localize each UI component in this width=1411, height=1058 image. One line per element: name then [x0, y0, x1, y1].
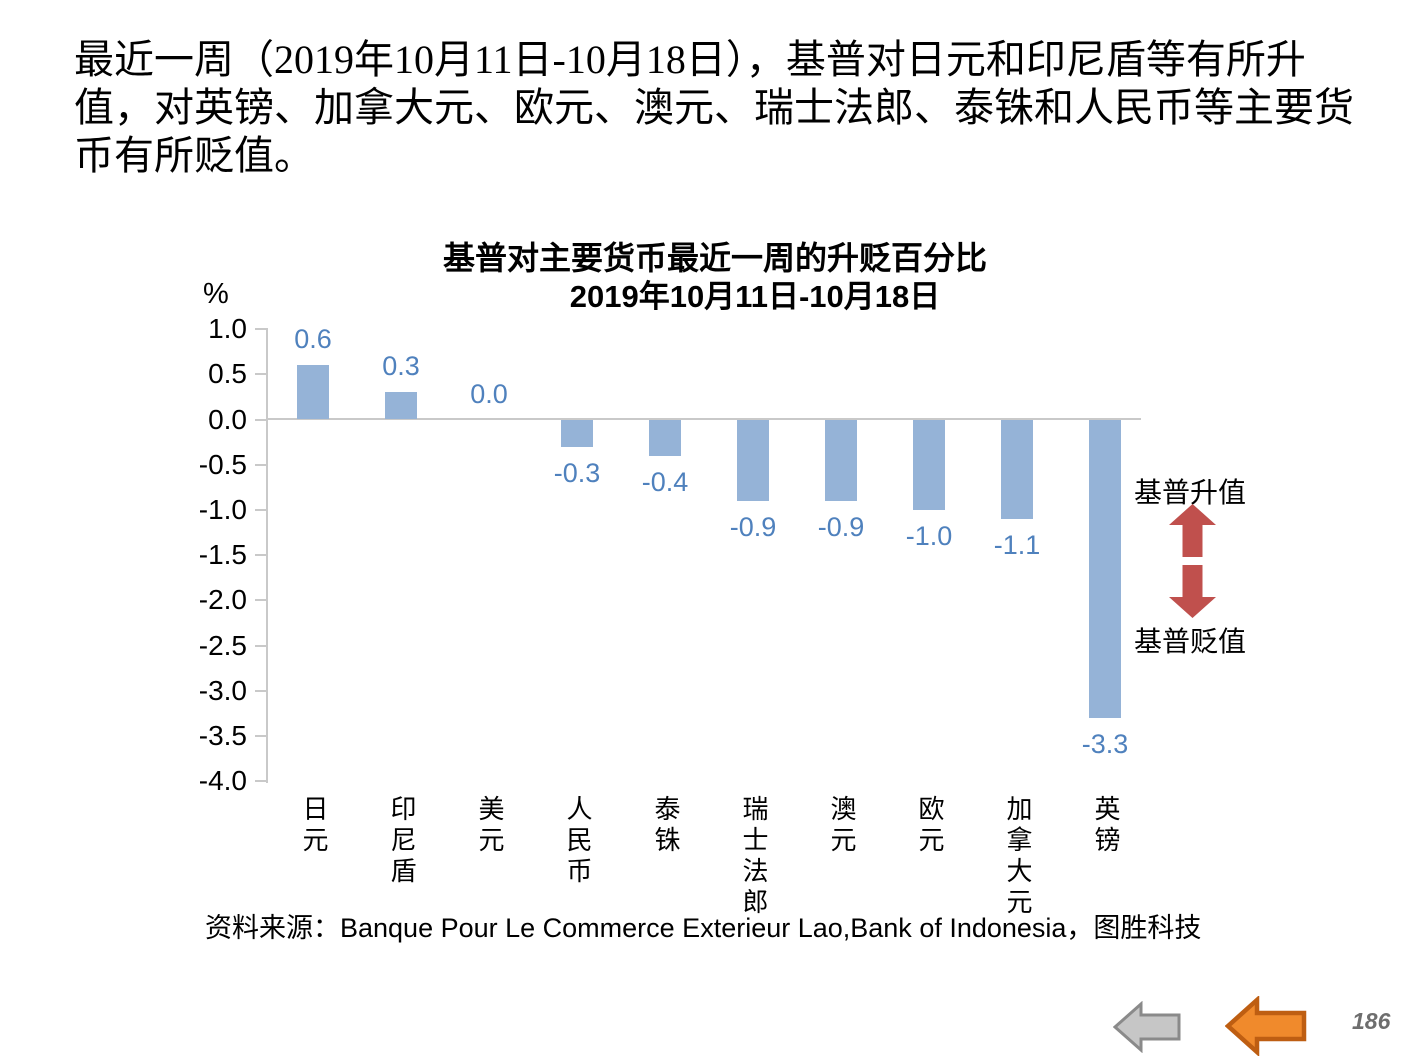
category-label-瑞士法郎: 瑞士法郎: [739, 795, 768, 919]
y-axis-tick-mark: [255, 373, 267, 375]
intro-line-3: 币有所贬值。: [74, 133, 314, 178]
value-label-加拿大元: -1.1: [993, 530, 1041, 560]
category-label-印尼盾: 印尼盾: [387, 795, 416, 888]
category-label-日元: 日元: [299, 795, 328, 857]
page-number: 186: [1352, 1008, 1391, 1034]
intro-line-2: 值，对英镑、加拿大元、欧元、澳元、瑞士法郎、泰铢和人民币等主要货: [74, 85, 1354, 130]
chart-title: 基普对主要货币最近一周的升贬百分比: [442, 240, 987, 276]
value-label-澳元: -0.9: [817, 512, 865, 542]
category-label-美元: 美元: [475, 795, 504, 857]
y-axis-tick-mark: [255, 509, 267, 511]
value-label-美元: 0.0: [470, 379, 508, 409]
value-label-英镑: -3.3: [1081, 729, 1129, 759]
annotation-appreciation-label: 基普升值: [1134, 478, 1247, 509]
bar-泰铢: [649, 420, 681, 457]
bar-欧元: [913, 420, 945, 511]
y-axis-tick-label: 0.0: [208, 404, 247, 435]
category-label-人民币: 人民币: [563, 795, 592, 888]
value-label-瑞士法郎: -0.9: [729, 512, 777, 542]
y-axis-tick-label: -3.0: [198, 675, 247, 706]
y-axis-tick-mark: [255, 464, 267, 466]
chart-subtitle: 2019年10月11日-10月18日: [569, 279, 941, 314]
value-label-印尼盾: 0.3: [382, 351, 420, 381]
x-axis-zero-line: [266, 418, 1141, 420]
annotation-depreciation-label: 基普贬值: [1134, 627, 1247, 658]
y-axis-tick-mark: [255, 554, 267, 556]
y-axis-unit-label: %: [203, 278, 229, 310]
y-axis-tick-mark: [255, 780, 267, 782]
source-note: 资料来源：Banque Pour Le Commerce Exterieur L…: [205, 913, 1202, 943]
category-label-欧元: 欧元: [915, 795, 944, 857]
y-axis-tick-label: -2.5: [198, 630, 247, 661]
y-axis-tick-mark: [255, 328, 267, 330]
block-arrow-up-icon: [1169, 504, 1216, 557]
bar-瑞士法郎: [737, 420, 769, 502]
y-axis-tick-mark: [255, 735, 267, 737]
y-axis-tick-label: -3.5: [198, 720, 247, 751]
y-axis-tick-mark: [255, 645, 267, 647]
y-axis-tick-label: -0.5: [198, 449, 247, 480]
y-axis-tick-mark: [255, 690, 267, 692]
bar-人民币: [561, 420, 593, 448]
value-label-泰铢: -0.4: [641, 467, 689, 497]
forward-nav-arrow-icon[interactable]: [1225, 996, 1307, 1056]
y-axis-tick-mark: [255, 599, 267, 601]
y-axis-tick-mark: [255, 419, 267, 421]
y-axis-tick-label: -2.0: [198, 584, 247, 615]
intro-paragraph: 最近一周（2019年10月11日-10月18日），基普对日元和印尼盾等有所升 值…: [74, 36, 1394, 180]
block-arrow-down-icon: [1169, 565, 1216, 618]
bar-印尼盾: [385, 392, 417, 420]
category-label-英镑: 英镑: [1091, 795, 1120, 857]
y-axis-tick-label: -1.0: [198, 494, 247, 525]
y-axis-tick-label: 1.0: [208, 313, 247, 344]
category-label-加拿大元: 加拿大元: [1003, 795, 1032, 919]
bar-英镑: [1089, 420, 1121, 719]
value-label-人民币: -0.3: [553, 458, 601, 488]
category-label-澳元: 澳元: [827, 795, 856, 857]
y-axis-tick-label: -1.5: [198, 539, 247, 570]
value-label-日元: 0.6: [294, 324, 332, 354]
y-axis-line: [266, 328, 268, 783]
bar-澳元: [825, 420, 857, 502]
intro-line-1: 最近一周（2019年10月11日-10月18日），基普对日元和印尼盾等有所升: [74, 37, 1306, 82]
back-nav-arrow-icon[interactable]: [1113, 1001, 1181, 1053]
category-label-泰铢: 泰铢: [651, 795, 680, 857]
bar-日元: [297, 365, 329, 420]
y-axis-tick-label: -4.0: [198, 765, 247, 796]
bar-加拿大元: [1001, 420, 1033, 520]
value-label-欧元: -1.0: [905, 521, 953, 551]
y-axis-tick-label: 0.5: [208, 358, 247, 389]
